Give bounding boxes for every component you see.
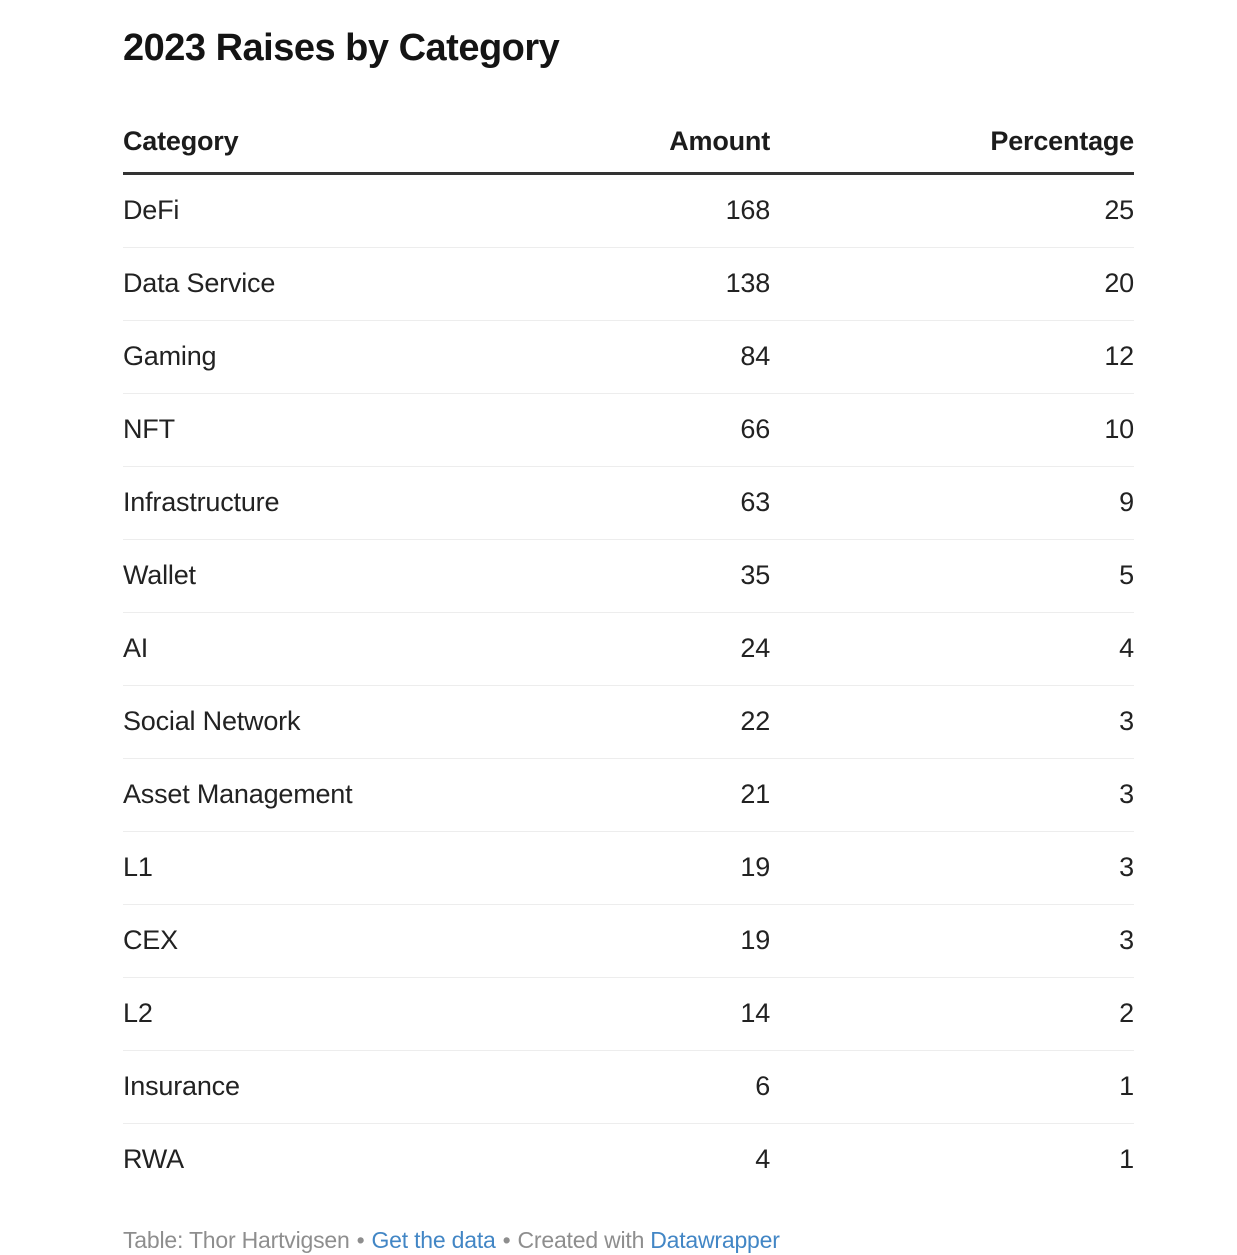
- cell-amount: 35: [527, 539, 771, 613]
- cell-percentage: 9: [770, 466, 1134, 540]
- cell-amount: 19: [527, 831, 771, 905]
- table-row: Infrastructure 63 9: [123, 466, 1134, 540]
- cell-amount: 63: [527, 466, 771, 540]
- cell-category: NFT: [123, 393, 528, 467]
- raises-table: Category Amount Percentage DeFi 168 25 Data…: [123, 125, 1134, 1196]
- page: 2023 Raises by Category Category Amount …: [123, 27, 1134, 1253]
- datawrapper-link[interactable]: Datawrapper: [650, 1226, 780, 1253]
- cell-percentage: 25: [770, 173, 1134, 248]
- footer-separator: •: [356, 1226, 365, 1253]
- cell-amount: 14: [527, 977, 771, 1051]
- table-row: NFT 66 10: [123, 393, 1134, 467]
- cell-percentage: 3: [770, 685, 1134, 759]
- cell-percentage: 20: [770, 247, 1134, 321]
- cell-category: Infrastructure: [123, 466, 528, 540]
- column-header-category: Category: [123, 125, 528, 175]
- cell-percentage: 3: [770, 758, 1134, 832]
- table-header: Category Amount Percentage: [123, 125, 1134, 175]
- cell-category: L1: [123, 831, 528, 905]
- table-row: L1 19 3: [123, 831, 1134, 905]
- cell-amount: 138: [527, 247, 771, 321]
- cell-percentage: 10: [770, 393, 1134, 467]
- cell-amount: 66: [527, 393, 771, 467]
- cell-amount: 21: [527, 758, 771, 832]
- cell-category: Data Service: [123, 247, 528, 321]
- header-row: Category Amount Percentage: [123, 125, 1134, 175]
- table-body: DeFi 168 25 Data Service 138 20 Gaming 84 12 NFT 6…: [123, 173, 1134, 1196]
- cell-amount: 4: [755, 1143, 771, 1174]
- cell-percentage: 5: [770, 539, 1134, 613]
- table-credit: Table: Thor Hartvigsen: [123, 1226, 350, 1253]
- table-row: DeFi 168 25: [123, 173, 1134, 248]
- cell-category: Asset Management: [123, 758, 528, 832]
- page-title: 2023 Raises by Category: [123, 27, 560, 69]
- column-header-percentage: Percentage: [770, 125, 1134, 175]
- cell-percentage: 1: [770, 1050, 1134, 1124]
- table-row: AI 24 4: [123, 612, 1134, 686]
- get-the-data-link[interactable]: Get the data: [371, 1226, 496, 1253]
- table-row: Social Network 22 3: [123, 685, 1134, 759]
- cell-percentage: 2: [770, 977, 1134, 1051]
- cell-percentage: 12: [770, 320, 1134, 394]
- cell-percentage: 3: [770, 904, 1134, 978]
- cell-category: Gaming: [123, 320, 528, 394]
- cell-amount: 22: [527, 685, 771, 759]
- table-row: CEX 19 3: [123, 904, 1134, 978]
- table-row: Asset Management 21 3: [123, 758, 1134, 832]
- created-with-label: Created with: [517, 1226, 645, 1253]
- table-row: Insurance 6 1: [123, 1050, 1134, 1124]
- column-header-amount: Amount: [527, 125, 770, 175]
- footer-separator: •: [502, 1226, 511, 1253]
- cell-category: Insurance: [123, 1050, 528, 1124]
- cell-amount: 168: [527, 173, 771, 248]
- cell-category: Wallet: [123, 539, 528, 613]
- cell-amount: 6: [527, 1050, 771, 1124]
- cell-category: AI: [123, 612, 528, 686]
- cell-amount: 19: [527, 904, 771, 978]
- cell-percentage: 3: [770, 831, 1134, 905]
- table-row: Data Service 138 20: [123, 247, 1134, 321]
- table-row: Wallet 35 5: [123, 539, 1134, 613]
- cell-category: DeFi: [123, 173, 528, 248]
- attribution-footer: Table: Thor Hartvigsen • Get the data • Crea…: [123, 1226, 1134, 1255]
- table-row: L2 14 2: [123, 977, 1134, 1051]
- cell-category: L2: [123, 977, 528, 1051]
- cell-category: RWA: [123, 1143, 184, 1174]
- cell-amount: 24: [527, 612, 771, 686]
- table-row: RWA 4 1: [123, 1123, 1134, 1196]
- cell-category: CEX: [123, 904, 528, 978]
- table-row: Gaming 84 12: [123, 320, 1134, 394]
- cell-amount: 84: [527, 320, 771, 394]
- cell-category: Social Network: [123, 685, 528, 759]
- cell-percentage: 4: [770, 612, 1134, 686]
- cell-percentage: 1: [1119, 1143, 1134, 1174]
